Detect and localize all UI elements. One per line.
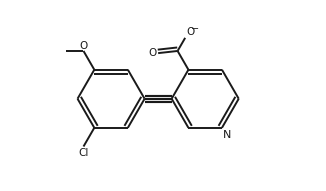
Text: O: O — [149, 48, 157, 58]
Text: O: O — [186, 27, 195, 37]
Text: N: N — [223, 130, 231, 140]
Text: Cl: Cl — [78, 148, 89, 158]
Text: −: − — [191, 24, 199, 34]
Text: O: O — [79, 41, 88, 51]
